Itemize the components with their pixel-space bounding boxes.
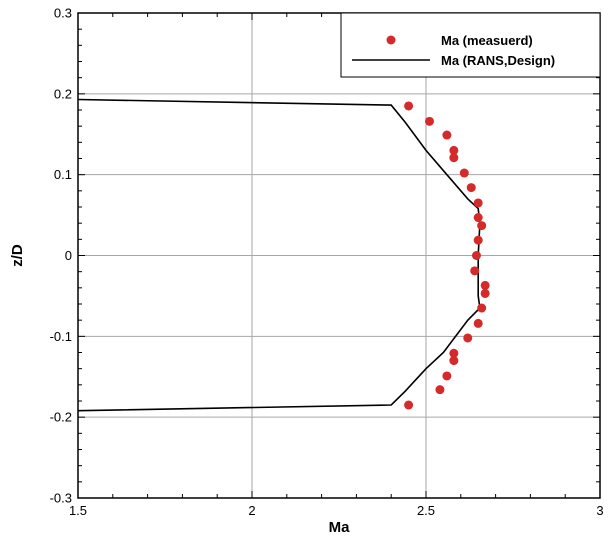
data-point-measured <box>442 371 452 381</box>
series-markers-measured <box>404 101 490 410</box>
data-point-measured <box>480 280 490 290</box>
x-axis-title: Ma <box>329 519 350 536</box>
data-point-measured <box>480 288 490 298</box>
data-point-measured <box>471 251 481 260</box>
x-tick-label: 2 <box>248 503 255 518</box>
x-tick-labels: 1.5 2 2.5 3 <box>69 503 604 518</box>
data-point-measured <box>442 130 452 140</box>
legend-marker-measured <box>386 35 396 45</box>
data-point-measured <box>473 213 483 223</box>
data-point-measured <box>424 116 434 126</box>
legend-label-rans-design: Ma (RANS,Design) <box>441 53 555 68</box>
data-point-measured <box>470 266 480 276</box>
data-point-measured <box>449 348 459 358</box>
data-point-measured <box>473 198 483 208</box>
y-tick-label: 0 <box>65 248 72 263</box>
y-tick-label: -0.2 <box>50 410 72 425</box>
data-point-measured <box>466 183 476 193</box>
data-point-measured <box>477 221 487 231</box>
data-point-measured <box>449 153 459 163</box>
data-point-measured <box>477 303 487 313</box>
data-point-measured <box>404 101 414 111</box>
data-point-measured <box>435 385 445 395</box>
legend-label-measured: Ma (measuerd) <box>441 33 533 48</box>
data-point-measured <box>449 356 459 366</box>
y-tick-label: -0.3 <box>50 491 72 506</box>
y-tick-label: 0.1 <box>54 167 72 182</box>
y-tick-label: -0.1 <box>50 329 72 344</box>
legend: Ma (measuerd) Ma (RANS,Design) <box>340 12 601 78</box>
legend-box <box>340 12 601 78</box>
data-point-measured <box>449 145 459 155</box>
data-point-measured <box>473 235 483 245</box>
data-point-measured <box>473 318 483 328</box>
y-tick-labels: -0.3 -0.2 -0.1 0 0.1 0.2 0.3 <box>50 6 72 506</box>
y-tick-label: 0.2 <box>54 86 72 101</box>
x-tick-label: 2.5 <box>417 503 435 518</box>
x-tick-label: 3 <box>596 503 603 518</box>
data-point-measured <box>463 333 473 343</box>
x-tick-label: 1.5 <box>69 503 87 518</box>
y-tick-label: 0.3 <box>54 6 72 21</box>
grid <box>78 13 600 498</box>
data-point-measured <box>459 168 469 178</box>
data-point-measured <box>404 400 414 410</box>
y-axis-title: z/D <box>9 244 26 267</box>
